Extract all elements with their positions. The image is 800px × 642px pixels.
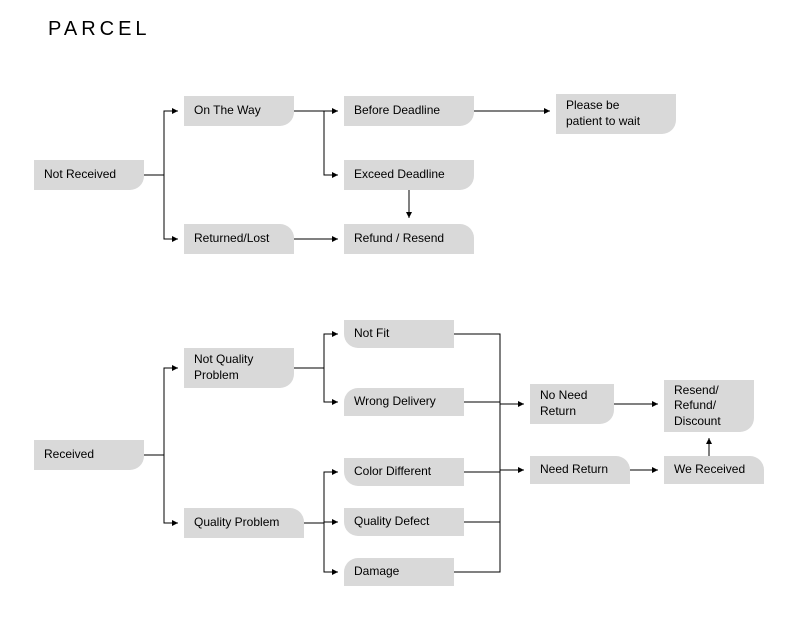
- node-wrong-delivery: Wrong Delivery: [344, 388, 464, 416]
- edge-7: [144, 368, 178, 455]
- node-on-the-way: On The Way: [184, 96, 294, 126]
- node-resend-refund: Resend/ Refund/ Discount: [664, 380, 754, 432]
- node-color-different: Color Different: [344, 458, 464, 486]
- edge-3: [324, 111, 338, 175]
- edge-13: [304, 523, 338, 572]
- node-no-need-return: No Need Return: [530, 384, 614, 424]
- node-not-quality: Not Quality Problem: [184, 348, 294, 388]
- diagram-title: PARCEL: [48, 18, 151, 41]
- node-quality-defect: Quality Defect: [344, 508, 464, 536]
- node-not-fit: Not Fit: [344, 320, 454, 348]
- node-refund-resend: Refund / Resend: [344, 224, 474, 254]
- edge-8: [144, 455, 178, 523]
- edge-11: [304, 472, 338, 523]
- node-damage: Damage: [344, 558, 454, 586]
- node-quality-problem: Quality Problem: [184, 508, 304, 538]
- edge-1: [144, 175, 178, 239]
- node-before-deadline: Before Deadline: [344, 96, 474, 126]
- edge-14: [454, 334, 500, 572]
- edge-9: [294, 334, 338, 368]
- node-need-return: Need Return: [530, 456, 630, 484]
- node-returned-lost: Returned/Lost: [184, 224, 294, 254]
- node-we-received: We Received: [664, 456, 764, 484]
- edge-0: [144, 111, 178, 175]
- node-please-wait: Please be patient to wait: [556, 94, 676, 134]
- edge-12: [304, 522, 338, 523]
- node-received: Received: [34, 440, 144, 470]
- edge-10: [294, 368, 338, 402]
- node-not-received: Not Received: [34, 160, 144, 190]
- node-exceed-deadline: Exceed Deadline: [344, 160, 474, 190]
